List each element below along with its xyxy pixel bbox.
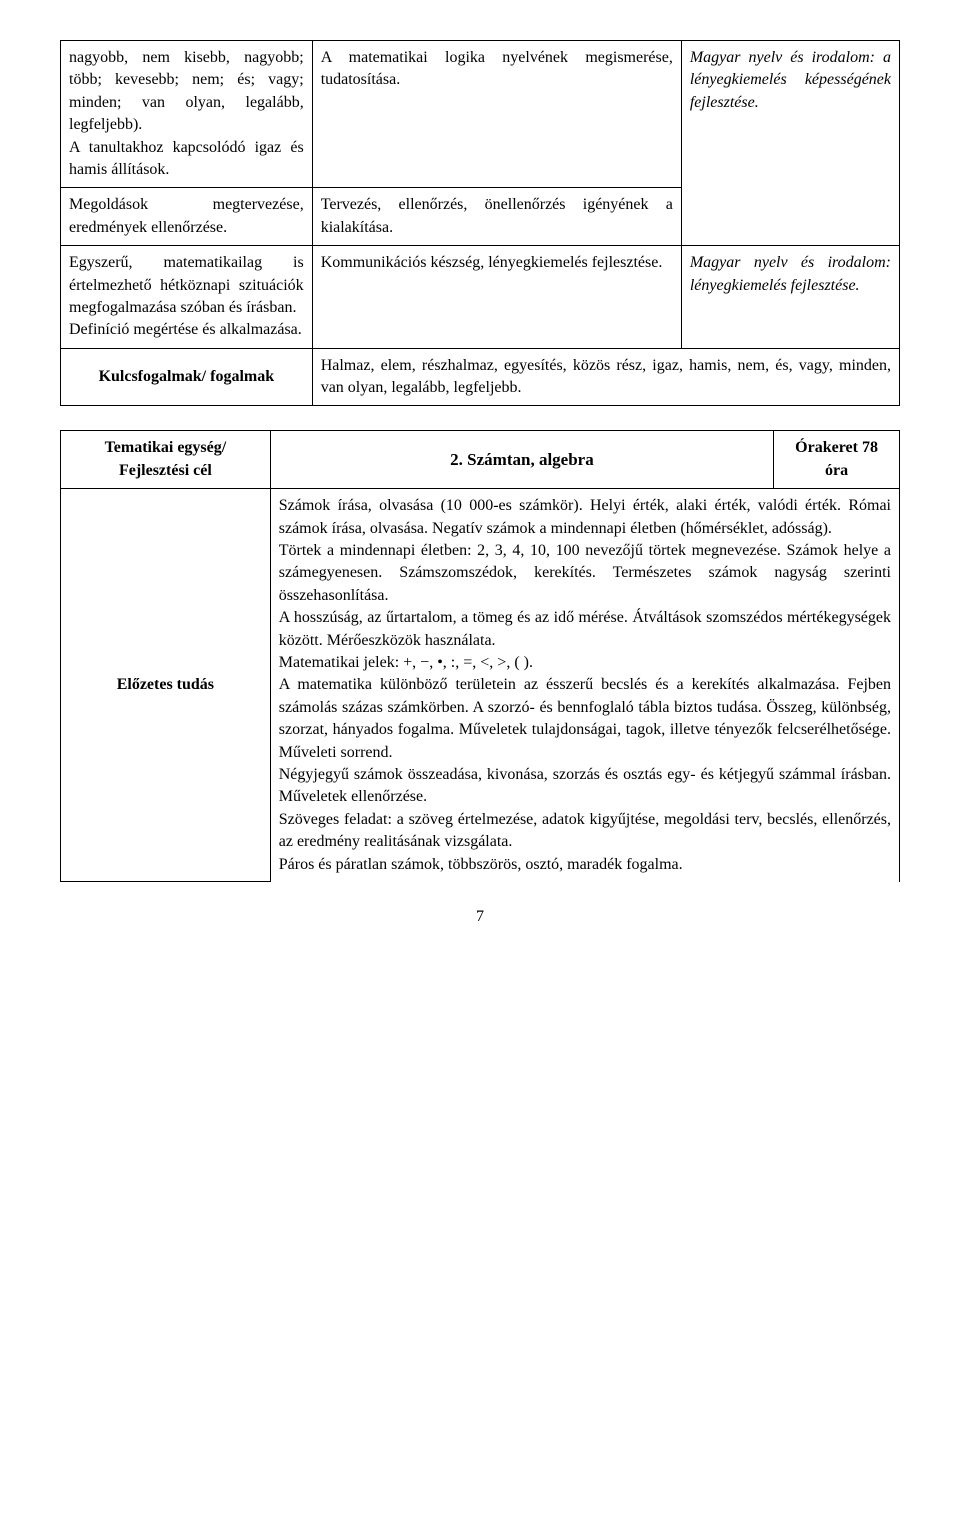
cell: Egyszerű, matematikailag is értelmezhető… [61,246,313,349]
table-row: Előzetes tudás Számok írása, olvasása (1… [61,489,900,882]
cell: Halmaz, elem, részhalmaz, egyesítés, köz… [312,348,899,406]
cell: Magyar nyelv és irodalom: lényegkiemelés… [681,246,899,349]
cell: Kommunikációs készség, lényegkiemelés fe… [312,246,681,349]
italic-text: Magyar nyelv és irodalom: a lényegkiemel… [690,49,891,111]
table-row: nagyobb, nem kisebb, nagyobb; több; keve… [61,41,900,188]
cell: nagyobb, nem kisebb, nagyobb; több; keve… [61,41,313,188]
cell: Magyar nyelv és irodalom: a lényegkiemel… [681,41,899,246]
cell: A matematikai logika nyelvének megismeré… [312,41,681,188]
table-row: Tematikai egység/ Fejlesztési cél 2. Szá… [61,431,900,489]
cell: Tervezés, ellenőrzés, önellenőrzés igény… [312,188,681,246]
table-row: Egyszerű, matematikailag is értelmezhető… [61,246,900,349]
cell-prior-knowledge-body: Számok írása, olvasása (10 000-es számkö… [270,489,899,882]
cell-thematic-unit-label: Tematikai egység/ Fejlesztési cél [61,431,271,489]
cell: Megoldások megtervezése, eredmények elle… [61,188,313,246]
italic-text: Magyar nyelv és irodalom: lényegkiemelés… [690,254,891,293]
cell-hours: Órakeret 78 óra [774,431,900,489]
cell-unit-title: 2. Számtan, algebra [270,431,773,489]
cell-prior-knowledge-label: Előzetes tudás [61,489,271,882]
page-number: 7 [60,906,900,928]
table-2: Tematikai egység/ Fejlesztési cél 2. Szá… [60,430,900,882]
table-1: nagyobb, nem kisebb, nagyobb; több; keve… [60,40,900,406]
table-row: Kulcsfogalmak/ fogalmak Halmaz, elem, ré… [61,348,900,406]
cell-key-concepts-label: Kulcsfogalmak/ fogalmak [61,348,313,406]
